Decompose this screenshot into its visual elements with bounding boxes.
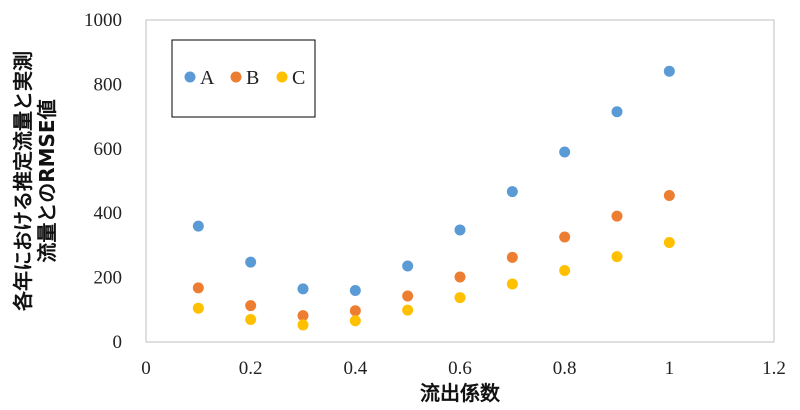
y-axis-tick-labels: 0 200 400 600 800 1000 (84, 10, 122, 353)
x-tick-label: 1 (665, 358, 675, 379)
data-point-a (297, 283, 309, 295)
legend-label-c: C (292, 67, 305, 89)
data-point-b (663, 189, 675, 201)
data-point-c (663, 237, 675, 249)
x-tick-label: 0 (141, 358, 151, 379)
data-point-b (611, 210, 623, 222)
legend-marker-b (230, 71, 242, 83)
x-tick-label: 0.4 (343, 358, 367, 379)
y-tick-label: 200 (94, 268, 123, 289)
x-tick-label: 0.6 (448, 358, 472, 379)
x-axis-title: 流出係数 (420, 381, 501, 405)
data-point-a (663, 65, 675, 77)
data-point-c (506, 278, 518, 290)
data-point-c (297, 319, 309, 331)
data-point-a (192, 220, 204, 232)
legend-label-b: B (246, 67, 259, 89)
data-point-c (349, 315, 361, 327)
x-tick-label: 0.2 (239, 358, 263, 379)
data-point-a (402, 260, 414, 272)
data-point-b (454, 271, 466, 283)
data-point-c (559, 265, 571, 277)
data-point-b (297, 310, 309, 322)
data-point-b (349, 305, 361, 317)
data-point-b (402, 290, 414, 302)
y-tick-label: 800 (94, 74, 123, 95)
data-point-a (611, 106, 623, 118)
data-points (192, 65, 675, 331)
y-tick-label: 0 (113, 332, 123, 353)
x-tick-label: 0.8 (553, 358, 577, 379)
legend-label-a: A (200, 67, 215, 89)
legend-items: A B C (184, 67, 305, 89)
legend: A B C (171, 39, 316, 118)
y-axis-title-line-1: 各年における推定流量と実測 (11, 51, 35, 312)
x-tick-label: 1.2 (762, 358, 786, 379)
y-tick-label: 600 (94, 139, 123, 160)
data-point-a (349, 284, 361, 296)
data-point-b (506, 251, 518, 263)
x-axis-tick-labels: 0 0.2 0.4 0.6 0.8 1 1.2 (141, 358, 786, 379)
plot-area (145, 19, 775, 343)
legend-marker-c (276, 71, 288, 83)
data-point-a (454, 224, 466, 236)
legend-marker-a (184, 71, 196, 83)
y-axis-title: 各年における推定流量と実測 流量とのRMSE値 (11, 51, 59, 312)
data-point-a (245, 256, 257, 268)
data-point-b (559, 231, 571, 243)
legend-box (171, 39, 316, 118)
data-point-c (454, 292, 466, 304)
data-point-b (245, 300, 257, 312)
data-point-b (192, 282, 204, 294)
data-point-c (402, 304, 414, 316)
data-point-a (506, 186, 518, 198)
data-point-c (611, 251, 623, 263)
y-tick-label: 400 (94, 203, 123, 224)
data-point-c (192, 302, 204, 314)
y-axis-title-line-2: 流量とのRMSE値 (35, 99, 59, 262)
data-point-c (245, 313, 257, 325)
data-point-a (559, 146, 571, 158)
y-tick-label: 1000 (84, 10, 122, 31)
